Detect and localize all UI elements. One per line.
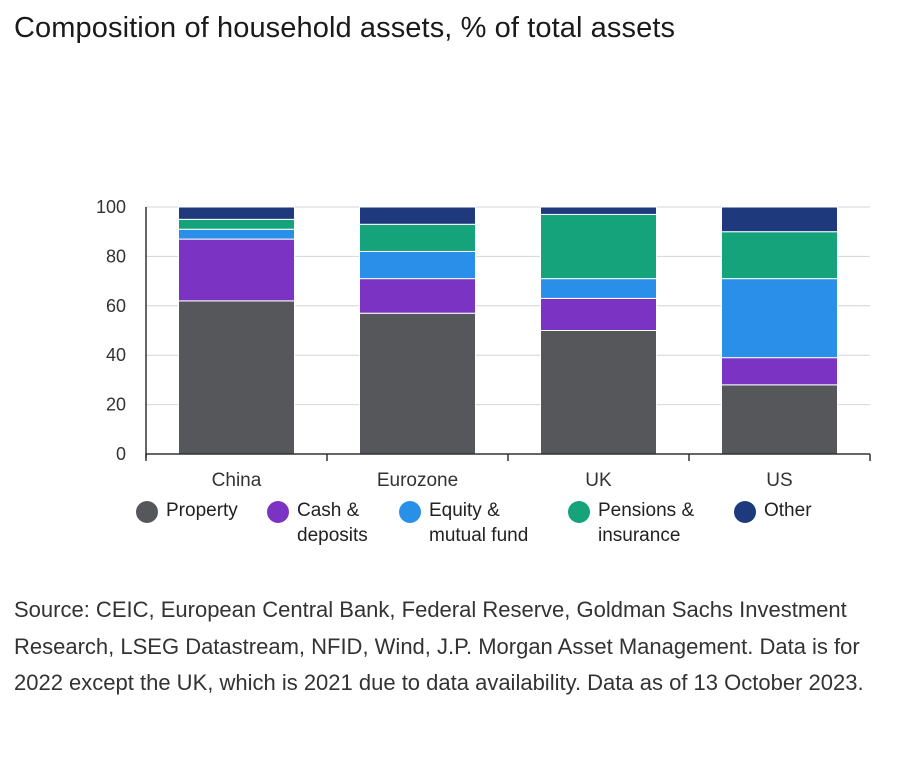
stacked-bar-chart: 0 20 40 60 80 100 China Eurozone UK US	[96, 197, 871, 491]
legend-item-pensions-insurance: Pensions & insurance	[568, 498, 694, 548]
y-tick-label-20: 20	[106, 395, 126, 415]
bar-eurozone-equity-mutual-fund	[359, 250, 476, 280]
legend-label-equity-mutual-fund: Equity & mutual fund	[429, 500, 529, 546]
bar-uk-pensions-insurance	[540, 213, 657, 280]
bar-eurozone-other	[359, 206, 476, 225]
x-tick-label-us: US	[766, 470, 792, 491]
bar-us-other	[721, 206, 838, 233]
legend-label-property: Property	[166, 500, 238, 521]
bar-uk-cash-deposits	[540, 297, 657, 331]
legend-label-other: Other	[764, 500, 812, 521]
legend-item-equity-mutual-fund: Equity & mutual fund	[399, 498, 528, 548]
bar-china-other	[178, 206, 295, 220]
y-tick-label-80: 80	[106, 246, 126, 266]
bar-china-pensions-insurance	[178, 218, 295, 230]
y-tick-label-100: 100	[96, 197, 126, 217]
legend-swatch-other	[734, 501, 756, 523]
legend: Property Cash & deposits Equity & mutual…	[0, 498, 900, 558]
bar-uk-property	[540, 330, 657, 455]
x-tick-label-uk: UK	[585, 470, 612, 491]
legend-swatch-equity-mutual-fund	[399, 501, 421, 523]
bar-china-property	[178, 300, 295, 455]
bar-eurozone-property	[359, 312, 476, 455]
y-tick-label-60: 60	[106, 296, 126, 316]
x-tick-label-china: China	[212, 470, 262, 491]
legend-item-cash-deposits: Cash & deposits	[267, 498, 368, 548]
y-tick-label-0: 0	[116, 444, 126, 464]
legend-swatch-pensions-insurance	[568, 501, 590, 523]
bar-china-equity-mutual-fund	[178, 228, 295, 240]
legend-item-other: Other	[734, 498, 812, 523]
y-tick-label-40: 40	[106, 345, 126, 365]
legend-label-pensions-insurance: Pensions & insurance	[598, 500, 695, 546]
bar-us-pensions-insurance	[721, 231, 838, 280]
chart-title: Composition of household assets, % of to…	[14, 12, 676, 44]
bar-us-cash-deposits	[721, 357, 838, 386]
legend-swatch-property	[136, 501, 158, 523]
x-tick-label-eurozone: Eurozone	[377, 470, 458, 491]
bar-eurozone-pensions-insurance	[359, 223, 476, 252]
legend-item-property: Property	[136, 498, 238, 523]
bar-eurozone-cash-deposits	[359, 278, 476, 314]
legend-label-cash-deposits: Cash & deposits	[297, 500, 368, 546]
bar-uk-equity-mutual-fund	[540, 278, 657, 299]
legend-swatch-cash-deposits	[267, 501, 289, 523]
bar-china-cash-deposits	[178, 238, 295, 302]
bar-us-property	[721, 384, 838, 455]
bar-us-equity-mutual-fund	[721, 278, 838, 359]
source-note: Source: CEIC, European Central Bank, Fed…	[14, 597, 864, 695]
bar-uk-other	[540, 206, 657, 215]
